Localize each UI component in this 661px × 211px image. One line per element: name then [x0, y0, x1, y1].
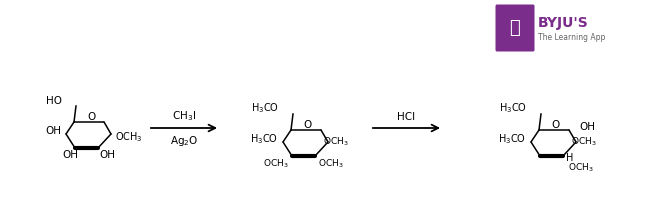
- Text: OH: OH: [45, 126, 61, 136]
- Text: H$_3$CO: H$_3$CO: [498, 132, 526, 146]
- Text: OCH$_3$: OCH$_3$: [568, 162, 594, 174]
- Text: BYJU'S: BYJU'S: [538, 16, 589, 30]
- Text: OCH$_3$: OCH$_3$: [263, 158, 289, 170]
- Text: O: O: [304, 120, 312, 130]
- Text: HO: HO: [46, 96, 62, 106]
- Text: H$_3$CO: H$_3$CO: [499, 101, 527, 115]
- Text: OH: OH: [579, 122, 595, 132]
- Text: OH: OH: [99, 150, 115, 160]
- Text: The Learning App: The Learning App: [538, 33, 605, 42]
- Text: H: H: [566, 153, 573, 163]
- Text: OH: OH: [62, 150, 78, 160]
- Text: OCH$_3$: OCH$_3$: [115, 130, 143, 144]
- Text: OCH$_3$: OCH$_3$: [318, 158, 344, 170]
- Text: H$_3$CO: H$_3$CO: [250, 132, 278, 146]
- Text: O: O: [552, 120, 560, 130]
- FancyBboxPatch shape: [496, 4, 535, 51]
- Text: OCH$_3$: OCH$_3$: [323, 136, 349, 148]
- Text: Ⓑ: Ⓑ: [510, 19, 520, 37]
- Text: O: O: [87, 112, 95, 122]
- Text: CH$_3$I: CH$_3$I: [172, 109, 196, 123]
- Text: Ag$_2$O: Ag$_2$O: [170, 134, 198, 148]
- Text: H$_3$CO: H$_3$CO: [251, 101, 279, 115]
- Text: HCl: HCl: [397, 112, 416, 122]
- Text: OCH$_3$: OCH$_3$: [571, 136, 597, 148]
